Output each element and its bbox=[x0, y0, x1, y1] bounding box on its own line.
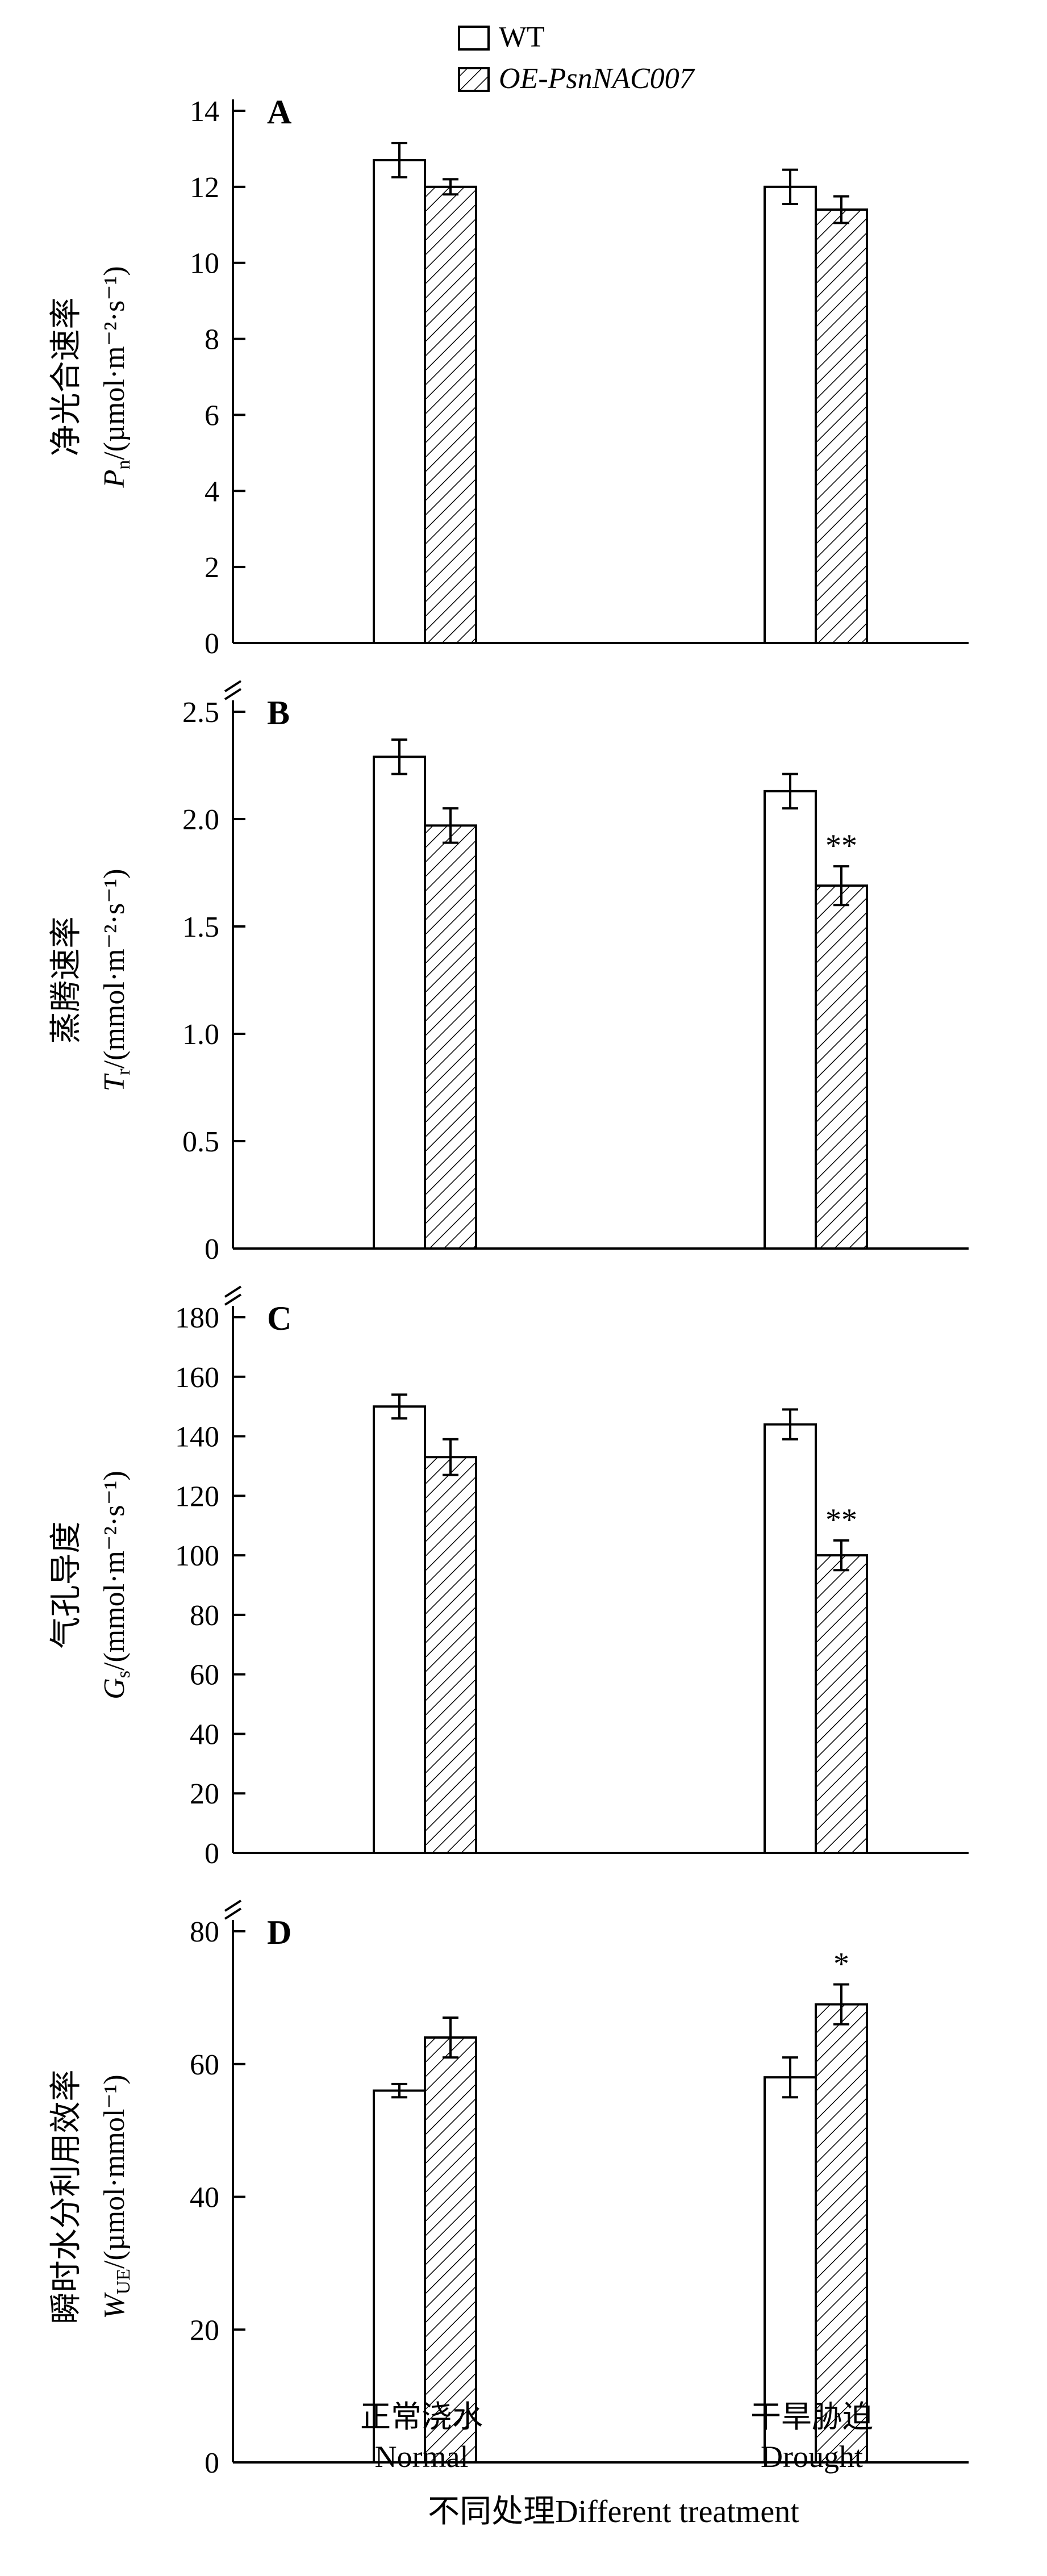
bar-b-oe-normal bbox=[424, 824, 477, 1250]
bar-d-oe-drought bbox=[815, 2003, 868, 2464]
y-tick-label-b-0: 0 bbox=[205, 1233, 219, 1266]
bar-a-wt-drought bbox=[764, 185, 817, 645]
y-tick-label-c-7: 140 bbox=[175, 1421, 219, 1454]
y-tick-label-c-6: 120 bbox=[175, 1480, 219, 1513]
y-tick-label-c-2: 40 bbox=[190, 1718, 219, 1751]
y-axis-unit-c: /(mmol·m⁻²·s⁻¹) bbox=[98, 1471, 131, 1671]
y-tick-label-c-5: 100 bbox=[175, 1540, 219, 1572]
y-tick-label-d-3: 60 bbox=[190, 2049, 219, 2081]
bar-c-oe-drought bbox=[815, 1554, 868, 1854]
bar-b-wt-normal bbox=[373, 755, 426, 1250]
bar-d-wt-normal bbox=[373, 2089, 426, 2464]
bar-c-wt-normal bbox=[373, 1405, 426, 1855]
y-tick-label-a-0: 0 bbox=[205, 628, 219, 660]
axis-break-upper-d bbox=[224, 1899, 242, 1912]
x-axis-title: 不同处理Different treatment bbox=[428, 2494, 799, 2529]
y-axis-symbol-b: T bbox=[98, 1074, 131, 1092]
panel-label-a: A bbox=[267, 93, 291, 131]
y-axis-title-zh-b: 蒸腾速率 bbox=[49, 917, 84, 1044]
axis-break-upper-b bbox=[224, 680, 242, 692]
y-tick-label-d-2: 40 bbox=[190, 2182, 219, 2214]
y-axis-title-unit-b: Tr/(mmol·m⁻²·s⁻¹) bbox=[98, 869, 134, 1091]
bar-d-wt-drought bbox=[764, 2076, 817, 2464]
panel-label-b: B bbox=[267, 694, 290, 732]
y-tick-label-d-4: 80 bbox=[190, 1916, 219, 1948]
panel-a: 0 2 4 6 8 10 12 14 A 净光合速率 Pn/(µmol·m⁻²·s⁻¹) bbox=[49, 93, 969, 660]
panel-label-d: D bbox=[267, 1914, 291, 1951]
y-tick-label-a-6: 12 bbox=[190, 172, 219, 204]
y-axis-symbol-a: P bbox=[98, 470, 131, 489]
y-axis-unit-a: /(µmol·m⁻²·s⁻¹) bbox=[98, 266, 131, 460]
y-tick-label-c-3: 60 bbox=[190, 1659, 219, 1692]
y-tick-label-b-3: 1.5 bbox=[182, 911, 219, 943]
y-tick-label-c-0: 0 bbox=[205, 1838, 219, 1870]
y-tick-label-b-2: 1.0 bbox=[182, 1018, 219, 1051]
significance-b-oe-drought: ** bbox=[825, 828, 857, 863]
y-axis-unit-d: /(µmol·mmol⁻¹) bbox=[98, 2074, 131, 2269]
y-tick-label-c-4: 80 bbox=[190, 1600, 219, 1632]
bar-c-wt-drought bbox=[764, 1423, 817, 1855]
significance-c-oe-drought: ** bbox=[825, 1502, 857, 1538]
bar-b-wt-drought bbox=[764, 790, 817, 1250]
y-tick-label-d-0: 0 bbox=[205, 2447, 219, 2479]
y-axis-title-unit-a: Pn/(µmol·m⁻²·s⁻¹) bbox=[98, 266, 134, 488]
legend-swatch-wt bbox=[458, 26, 490, 51]
axis-break-lower-c bbox=[224, 1293, 242, 1306]
y-tick-label-c-9: 180 bbox=[175, 1302, 219, 1334]
legend-label-oe: OE-PsnNAC007 bbox=[499, 62, 695, 95]
y-tick-label-b-1: 0.5 bbox=[182, 1126, 219, 1158]
y-axis-title-unit-c: Gs/(mmol·m⁻²·s⁻¹) bbox=[98, 1471, 134, 1700]
y-axis-title-zh-d: 瞬时水分利用效率 bbox=[49, 2070, 84, 2324]
significance-d-oe-drought: * bbox=[833, 1947, 849, 1982]
y-tick-label-a-1: 2 bbox=[205, 552, 219, 584]
axis-break-lower-d bbox=[224, 1907, 242, 1920]
bar-d-oe-normal bbox=[424, 2036, 477, 2464]
y-tick-label-a-5: 10 bbox=[190, 248, 219, 280]
y-axis-title-unit-d: WUE/(µmol·mmol⁻¹) bbox=[98, 2074, 134, 2319]
bar-a-wt-normal bbox=[373, 159, 426, 644]
y-tick-label-a-3: 6 bbox=[205, 399, 219, 432]
y-tick-label-b-4: 2.0 bbox=[182, 804, 219, 836]
bar-b-oe-drought bbox=[815, 884, 868, 1250]
y-axis-title-zh-a: 净光合速率 bbox=[49, 298, 84, 457]
y-tick-label-c-8: 160 bbox=[175, 1362, 219, 1394]
bar-c-oe-normal bbox=[424, 1456, 477, 1854]
panel-label-c: C bbox=[267, 1300, 291, 1337]
x-axis-labels: 正常浇水 Normal 干旱胁迫 Drought 不同处理Different t… bbox=[360, 2400, 873, 2529]
bar-a-oe-drought bbox=[815, 208, 868, 644]
category-label-zh-drought: 干旱胁迫 bbox=[750, 2400, 873, 2434]
legend-item-oe: OE-PsnNAC007 bbox=[458, 62, 695, 95]
axis-break-lower-b bbox=[224, 688, 242, 700]
y-tick-label-a-2: 4 bbox=[205, 475, 219, 508]
category-label-en-normal: Normal bbox=[375, 2440, 469, 2474]
y-axis-subscript-a: n bbox=[113, 460, 134, 470]
y-tick-label-a-7: 14 bbox=[190, 95, 219, 128]
legend-label-wt: WT bbox=[499, 21, 545, 53]
y-axis-unit-b: /(mmol·m⁻²·s⁻¹) bbox=[98, 869, 131, 1068]
y-tick-label-d-1: 20 bbox=[190, 2314, 219, 2347]
y-axis-subscript-c: s bbox=[113, 1671, 134, 1678]
y-axis-subscript-b: r bbox=[113, 1068, 134, 1075]
y-axis-symbol-d: W bbox=[98, 2292, 131, 2319]
y-axis-subscript-d: UE bbox=[113, 2269, 134, 2294]
y-tick-label-a-4: 8 bbox=[205, 324, 219, 356]
y-axis-symbol-c: G bbox=[98, 1678, 131, 1700]
legend-item-wt: WT bbox=[458, 21, 545, 53]
legend-swatch-oe bbox=[458, 67, 490, 92]
category-label-zh-normal: 正常浇水 bbox=[360, 2400, 483, 2434]
panel-c: 0 20 40 60 80 100 120 140 160 180 C ** 气孔导度 Gs/(mmol·… bbox=[49, 1285, 969, 1870]
axis-break-upper-c bbox=[224, 1285, 242, 1298]
category-label-en-drought: Drought bbox=[761, 2440, 863, 2474]
y-axis-title-zh-c: 气孔导度 bbox=[49, 1522, 84, 1649]
y-tick-label-c-1: 20 bbox=[190, 1778, 219, 1810]
panel-b: 0 0.5 1.0 1.5 2.0 2.5 B ** 蒸腾速率 Tr/(mmol·m⁻²·s⁻¹) bbox=[49, 680, 969, 1266]
panels: 0 2 4 6 8 10 12 14 A 净光合速率 Pn/(µmol·m⁻²·s⁻¹) 0 0.5 1.… bbox=[49, 93, 969, 2479]
y-tick-label-b-5: 2.5 bbox=[182, 696, 219, 729]
bar-a-oe-normal bbox=[424, 185, 477, 645]
legend: WT OE-PsnNAC007 bbox=[458, 21, 695, 95]
panel-d: 0 20 40 60 80 D * 瞬时水分利用效率 WUE/(µmol·mmol⁻¹) bbox=[49, 1899, 969, 2479]
